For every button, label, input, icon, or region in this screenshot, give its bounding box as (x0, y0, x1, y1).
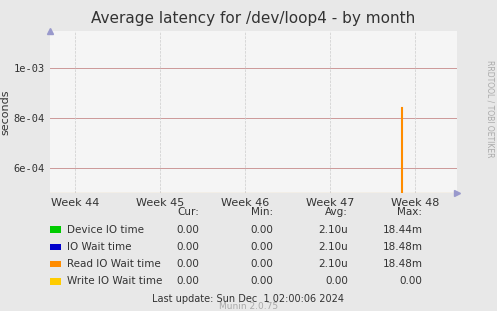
Text: 18.44m: 18.44m (383, 225, 422, 235)
Text: Last update: Sun Dec  1 02:00:06 2024: Last update: Sun Dec 1 02:00:06 2024 (153, 294, 344, 304)
Text: 2.10u: 2.10u (318, 259, 348, 269)
Text: 18.48m: 18.48m (383, 242, 422, 252)
Text: 0.00: 0.00 (176, 259, 199, 269)
Text: Munin 2.0.75: Munin 2.0.75 (219, 301, 278, 310)
Text: Min:: Min: (251, 207, 273, 216)
Text: RRDTOOL / TOBI OETIKER: RRDTOOL / TOBI OETIKER (485, 60, 494, 158)
Text: IO Wait time: IO Wait time (67, 242, 132, 252)
Text: Read IO Wait time: Read IO Wait time (67, 259, 161, 269)
Text: Avg:: Avg: (325, 207, 348, 216)
Text: 0.00: 0.00 (400, 276, 422, 286)
Text: Max:: Max: (398, 207, 422, 216)
Title: Average latency for /dev/loop4 - by month: Average latency for /dev/loop4 - by mont… (91, 11, 415, 26)
Text: 0.00: 0.00 (250, 276, 273, 286)
Text: Device IO time: Device IO time (67, 225, 144, 235)
Text: 0.00: 0.00 (325, 276, 348, 286)
Text: 0.00: 0.00 (176, 276, 199, 286)
Text: 0.00: 0.00 (250, 242, 273, 252)
Text: Write IO Wait time: Write IO Wait time (67, 276, 163, 286)
Text: 2.10u: 2.10u (318, 242, 348, 252)
Text: 18.48m: 18.48m (383, 259, 422, 269)
Text: 0.00: 0.00 (250, 259, 273, 269)
Text: 2.10u: 2.10u (318, 225, 348, 235)
Text: 0.00: 0.00 (176, 225, 199, 235)
Y-axis label: seconds: seconds (1, 89, 11, 135)
Text: 0.00: 0.00 (250, 225, 273, 235)
Text: 0.00: 0.00 (176, 242, 199, 252)
Text: Cur:: Cur: (177, 207, 199, 216)
